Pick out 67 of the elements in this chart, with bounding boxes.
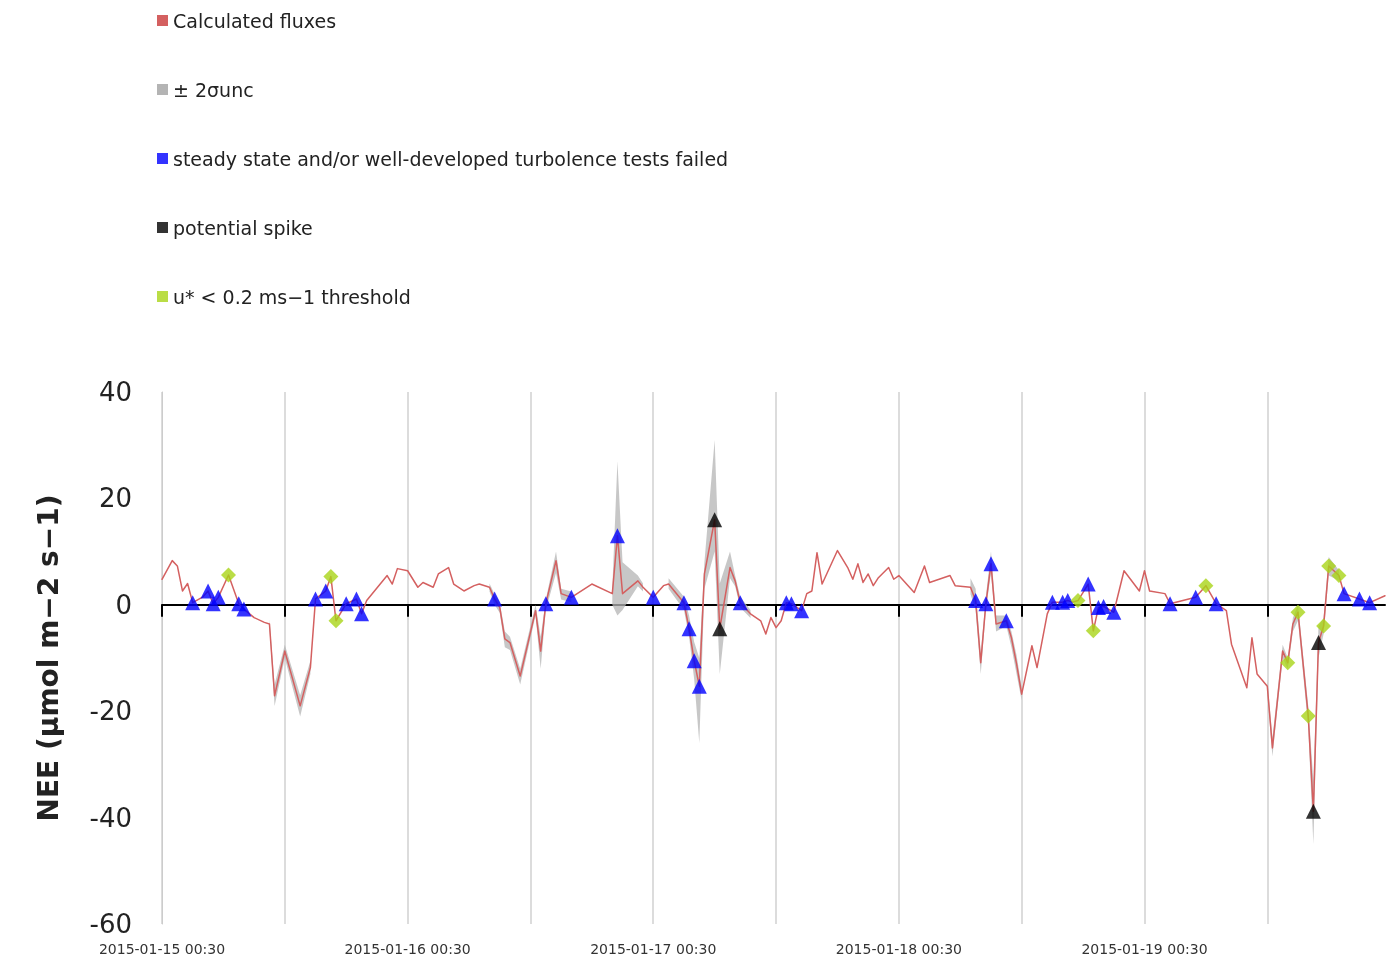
point [563, 589, 579, 605]
point [487, 591, 503, 607]
point [681, 621, 697, 637]
x-tick-label: 2015-01-15 00:30 [98, 941, 226, 957]
point [794, 603, 810, 619]
point [1280, 655, 1296, 671]
point [1085, 623, 1101, 639]
point [318, 583, 334, 599]
legend-label: potential spike [173, 216, 313, 239]
legend-label: Calculated fluxes [173, 9, 337, 32]
point [1305, 803, 1321, 819]
point [1310, 635, 1326, 651]
point [1162, 596, 1178, 612]
y-tick-label: -60 [89, 909, 132, 939]
point [185, 595, 201, 611]
point [978, 596, 994, 612]
point [354, 606, 370, 622]
point [1351, 591, 1367, 607]
point [200, 583, 216, 599]
x-tick-label: 2015-01-16 00:30 [344, 941, 471, 957]
point [308, 591, 324, 607]
point [686, 653, 702, 669]
point [1188, 589, 1204, 605]
point [1336, 586, 1352, 602]
y-tick-label: 20 [98, 483, 132, 514]
point [1362, 595, 1378, 611]
point [1096, 598, 1112, 614]
point [1208, 596, 1224, 612]
point [676, 595, 692, 611]
point [968, 593, 984, 609]
point [210, 589, 226, 605]
legend-label: u* < 0.2 ms−1 threshold [173, 285, 411, 308]
point [328, 613, 344, 629]
point [1331, 568, 1347, 584]
point [1106, 604, 1122, 620]
point [712, 621, 728, 637]
point [1290, 604, 1306, 620]
point [691, 678, 707, 694]
y-tick-label: -20 [89, 696, 132, 727]
y-tick-label: -40 [89, 802, 132, 833]
point [221, 567, 237, 583]
point [1060, 593, 1076, 609]
y-axis-title: NEE (μmol m−2 s−1) [31, 494, 65, 822]
point [998, 613, 1014, 629]
x-tick-label: 2015-01-17 00:30 [590, 941, 717, 957]
point [1080, 576, 1096, 592]
point [1321, 558, 1337, 574]
y-tick-label: 0 [115, 589, 132, 620]
point [645, 589, 661, 605]
y-tick-label: 40 [98, 377, 132, 407]
point [538, 596, 554, 612]
point [338, 596, 354, 612]
point [236, 601, 252, 617]
point [1198, 578, 1214, 594]
point [783, 596, 799, 612]
point [323, 569, 339, 585]
point [348, 591, 364, 607]
point [707, 512, 723, 528]
legend-label: ± 2σunc [173, 78, 254, 101]
x-tick-label: 2015-01-18 00:30 [835, 941, 962, 957]
point [983, 556, 999, 572]
point [1300, 708, 1316, 724]
point [732, 595, 748, 611]
point [1316, 618, 1332, 634]
x-tick-label: 2015-01-19 00:30 [1081, 941, 1208, 957]
point [1070, 593, 1086, 609]
legend-label: steady state and/or well-developed turbolence tests failed [173, 147, 729, 170]
